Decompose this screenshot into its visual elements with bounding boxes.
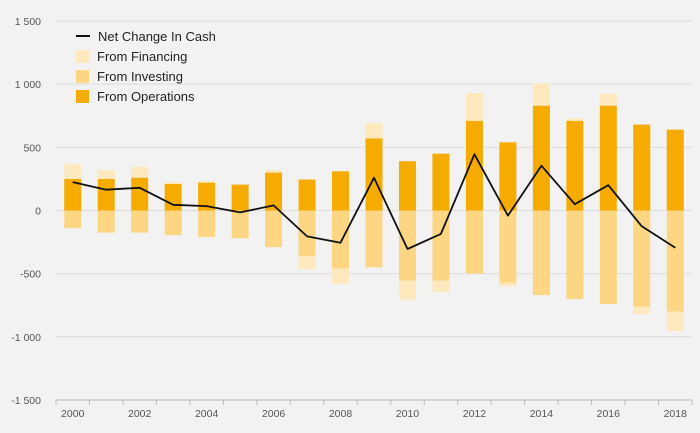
bar-operations — [666, 129, 684, 211]
bar-financing — [64, 164, 82, 179]
net-change-line — [72, 153, 676, 250]
legend-label: From Operations — [97, 88, 195, 104]
bar-investing — [432, 210, 450, 281]
legend-swatch — [76, 49, 89, 63]
x-tick-label: 2018 — [664, 408, 688, 420]
bar-operations — [599, 105, 617, 211]
bar-investing — [499, 210, 517, 283]
bar-operations — [131, 177, 149, 211]
bar-investing — [398, 210, 416, 281]
bar-operations — [231, 184, 249, 211]
legend: Net Change In Cash From Financing From I… — [76, 26, 216, 106]
x-tick-label: 2008 — [329, 408, 353, 420]
bar-operations — [432, 153, 450, 211]
x-tick-label: 2002 — [128, 408, 152, 420]
bar-investing — [131, 210, 149, 233]
bars — [64, 83, 684, 332]
legend-label: From Investing — [97, 68, 183, 84]
net-change-line-group — [72, 153, 676, 250]
bar-financing — [666, 311, 684, 332]
legend-item-net-change[interactable]: Net Change In Cash — [76, 26, 216, 46]
bar-investing — [465, 210, 483, 274]
bar-financing — [599, 93, 617, 106]
legend-swatch — [76, 89, 89, 103]
bar-financing — [365, 123, 383, 139]
bar-investing — [332, 210, 350, 269]
bar-investing — [532, 210, 550, 296]
bar-financing — [265, 170, 283, 173]
bar-operations — [298, 179, 316, 211]
bar-operations — [465, 120, 483, 211]
bar-financing — [164, 182, 182, 184]
axes: 1 500 1 000 500 0 -500 -1 000 -1 500 2000 2002 20… — [11, 16, 693, 420]
legend-line-swatch — [76, 35, 90, 37]
x-tick-label: 2014 — [530, 408, 554, 420]
bar-financing — [432, 280, 450, 292]
bar-investing — [231, 210, 249, 239]
bar-operations — [97, 178, 115, 211]
bar-financing — [398, 280, 416, 300]
legend-label: Net Change In Cash — [98, 28, 216, 44]
bar-operations — [365, 138, 383, 211]
x-tick-label: 2012 — [463, 408, 487, 420]
bar-operations — [64, 178, 82, 211]
legend-item-investing[interactable]: From Investing — [76, 66, 216, 86]
bar-investing — [97, 210, 115, 233]
bar-investing — [365, 210, 383, 268]
x-tick-label: 2000 — [61, 408, 85, 420]
y-tick-label: 500 — [23, 142, 41, 154]
bar-operations — [198, 182, 216, 211]
bar-financing — [532, 83, 550, 106]
bar-financing — [97, 170, 115, 179]
bar-investing — [666, 210, 684, 312]
bar-financing — [566, 118, 584, 121]
x-tick-label: 2010 — [396, 408, 420, 420]
bar-financing — [298, 255, 316, 270]
bar-financing — [131, 166, 149, 178]
bar-investing — [599, 210, 617, 304]
bar-financing — [465, 93, 483, 121]
bar-financing — [332, 268, 350, 284]
bar-investing — [64, 210, 82, 229]
bar-investing — [265, 210, 283, 248]
bar-operations — [566, 120, 584, 211]
bar-operations — [332, 171, 350, 211]
bar-operations — [164, 183, 182, 211]
bar-financing — [499, 282, 517, 287]
legend-swatch — [76, 69, 89, 83]
bar-investing — [198, 210, 216, 238]
y-tick-label: -1 000 — [11, 332, 41, 344]
legend-item-operations[interactable]: From Operations — [76, 86, 216, 106]
bar-financing — [198, 180, 216, 183]
bar-investing — [164, 210, 182, 236]
y-tick-label: 0 — [35, 206, 41, 218]
x-tick-label: 2006 — [262, 408, 286, 420]
bar-investing — [566, 210, 584, 299]
bar-operations — [499, 142, 517, 211]
y-tick-label: -1 500 — [11, 395, 41, 407]
y-tick-label: 1 500 — [15, 16, 41, 28]
bar-operations — [265, 172, 283, 211]
x-tick-label: 2016 — [597, 408, 621, 420]
y-tick-label: -500 — [20, 269, 41, 281]
y-tick-label: 1 000 — [15, 79, 41, 91]
bar-operations — [398, 161, 416, 211]
legend-label: From Financing — [97, 48, 188, 64]
bar-operations — [532, 105, 550, 211]
bar-operations — [633, 124, 651, 211]
legend-item-financing[interactable]: From Financing — [76, 46, 216, 66]
bar-investing — [298, 210, 316, 256]
bar-investing — [633, 210, 651, 307]
bar-financing — [633, 306, 651, 315]
x-tick-label: 2004 — [195, 408, 219, 420]
